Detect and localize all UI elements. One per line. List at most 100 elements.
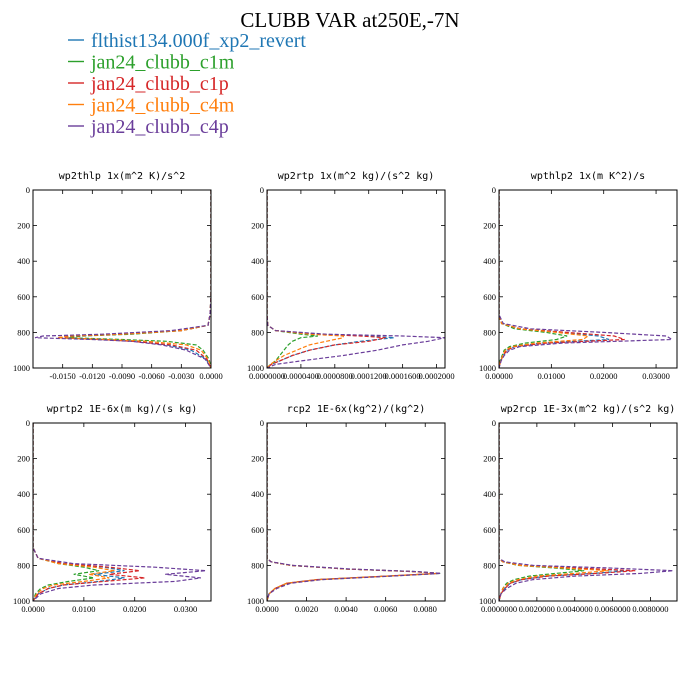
series-line [499, 190, 674, 368]
y-tick-label: 400 [251, 489, 264, 499]
panel-1: wp2thlp 1x(m^2 K)/s^2 0 200 400 600 800 1000 -0… [13, 171, 223, 381]
x-tick-label: 0.0060000 [595, 604, 631, 614]
panel-title: wp2rtp 1x(m^2 kg)/(s^2 kg) [278, 171, 435, 182]
y-tick-label: 400 [251, 256, 264, 266]
y-tick-label: 200 [251, 221, 264, 231]
y-tick-label: 600 [483, 525, 496, 535]
series-line [499, 190, 590, 368]
x-tick-label: -0.0030 [168, 371, 194, 381]
y-tick-label: 400 [17, 489, 30, 499]
y-tick-label: 200 [17, 221, 30, 231]
x-tick-label: 0.0000000 [481, 604, 517, 614]
y-tick-label: 600 [251, 292, 264, 302]
series-line [267, 190, 395, 368]
y-tick-label: 200 [17, 454, 30, 464]
panel-5: rcp2 1E-6x(kg^2)/(kg^2) 0 200 400 600 800 1000… [247, 404, 446, 614]
x-tick-label: 0.0000800 [317, 371, 353, 381]
x-tick-label: 0.0040 [334, 604, 357, 614]
x-tick-label: 0.0080 [414, 604, 437, 614]
y-tick-label: 1000 [247, 596, 264, 606]
y-tick-label: 1000 [13, 596, 30, 606]
y-tick-label: 1000 [247, 363, 264, 373]
legend-label: flthist134.000f_xp2_revert [91, 30, 306, 52]
x-tick-label: 0.00000 [485, 371, 513, 381]
x-tick-label: 0.03000 [642, 371, 670, 381]
y-tick-label: 200 [483, 221, 496, 231]
y-tick-label: 600 [483, 292, 496, 302]
y-tick-label: 0 [260, 185, 264, 195]
x-tick-label: -0.0090 [109, 371, 135, 381]
figure-title: CLUBB VAR at250E,-7N [240, 8, 459, 32]
y-tick-label: 800 [251, 560, 264, 570]
series-line [33, 423, 115, 601]
y-tick-label: 800 [483, 560, 496, 570]
y-tick-label: 200 [483, 454, 496, 464]
legend-label: jan24_clubb_c1m [90, 52, 235, 74]
panel-4: wprtp2 1E-6x(m kg)/(s kg) 0 200 400 600 800 10… [13, 404, 212, 614]
axis-frame [498, 422, 678, 602]
x-tick-label: 0.0020000 [519, 604, 555, 614]
x-tick-label: 0.0002000 [418, 371, 454, 381]
x-tick-label: 0.0000400 [283, 371, 319, 381]
panel-title: wpthlp2 1x(m K^2)/s [531, 171, 645, 182]
x-tick-label: 0.0080000 [632, 604, 668, 614]
series-line [267, 190, 386, 368]
legend-entry: jan24_clubb_c4p [68, 116, 229, 138]
x-tick-label: 0.0001200 [351, 371, 387, 381]
x-tick-label: 0.0000000 [249, 371, 285, 381]
y-tick-label: 600 [251, 525, 264, 535]
series-line [33, 423, 145, 601]
y-tick-label: 1000 [479, 596, 496, 606]
panel-title: wp2rcp 1E-3x(m^2 kg)/(s^2 kg) [501, 404, 676, 415]
legend-label: jan24_clubb_c1p [90, 73, 229, 95]
x-tick-label: -0.0060 [139, 371, 165, 381]
panel-2: wp2rtp 1x(m^2 kg)/(s^2 kg) 0 200 400 600 800 1… [247, 171, 455, 381]
legend-label: jan24_clubb_c4m [90, 95, 235, 117]
series-line [267, 190, 445, 368]
series-line [33, 423, 100, 601]
axis-frame [32, 422, 212, 602]
legend-entry: jan24_clubb_c1p [68, 73, 229, 95]
y-tick-label: 800 [17, 327, 30, 337]
series-line [267, 190, 344, 368]
series-line [34, 190, 211, 368]
x-tick-label: 0.0000 [255, 604, 278, 614]
y-tick-label: 800 [17, 560, 30, 570]
y-tick-label: 600 [17, 292, 30, 302]
panels-container: wp2thlp 1x(m^2 K)/s^2 0 200 400 600 800 1000 -0… [13, 171, 678, 614]
y-tick-label: 600 [17, 525, 30, 535]
x-tick-label: 0.0001600 [385, 371, 421, 381]
panel-title: rcp2 1E-6x(kg^2)/(kg^2) [287, 404, 425, 415]
y-tick-label: 800 [483, 327, 496, 337]
x-tick-label: -0.0120 [79, 371, 105, 381]
legend-label: jan24_clubb_c4p [90, 116, 229, 138]
axis-frame [266, 422, 446, 602]
x-tick-label: 0.0020 [295, 604, 318, 614]
legend-entry: jan24_clubb_c1m [68, 52, 235, 74]
y-tick-label: 400 [483, 256, 496, 266]
panel-3: wpthlp2 1x(m K^2)/s 0 200 400 600 800 10000.00… [479, 171, 678, 381]
series-line [33, 423, 206, 601]
y-tick-label: 0 [26, 185, 30, 195]
axis-frame [266, 189, 446, 369]
y-tick-label: 200 [251, 454, 264, 464]
y-tick-label: 0 [492, 418, 496, 428]
series-line [57, 190, 211, 368]
legend: flthist134.000f_xp2_revertjan24_clubb_c1… [68, 30, 306, 138]
x-tick-label: 0.0000 [21, 604, 44, 614]
y-tick-label: 0 [492, 185, 496, 195]
y-tick-label: 0 [260, 418, 264, 428]
axis-frame [498, 189, 678, 369]
legend-entry: flthist134.000f_xp2_revert [68, 30, 306, 52]
y-tick-label: 0 [26, 418, 30, 428]
series-line [267, 190, 318, 368]
x-tick-label: 0.02000 [590, 371, 618, 381]
x-tick-label: -0.0150 [50, 371, 76, 381]
panel-6: wp2rcp 1E-3x(m^2 kg)/(s^2 kg) 0 200 400 600 8… [479, 404, 678, 614]
x-tick-label: 0.0300 [174, 604, 197, 614]
x-tick-label: 0.0040000 [557, 604, 593, 614]
x-tick-label: 0.0000 [199, 371, 222, 381]
legend-entry: jan24_clubb_c4m [68, 95, 235, 117]
series-line [499, 423, 609, 601]
